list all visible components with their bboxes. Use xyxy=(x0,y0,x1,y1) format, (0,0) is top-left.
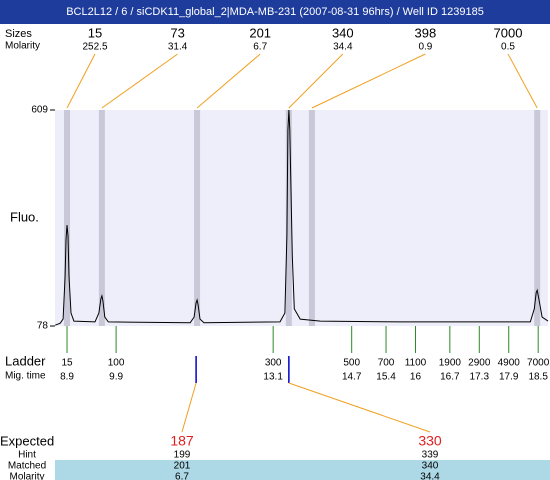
ladder-mig-time: 16.7 xyxy=(440,372,460,383)
matched-rows-bg xyxy=(55,460,550,480)
peak-connector xyxy=(66,53,96,109)
expected-size: 330 xyxy=(418,433,442,449)
y-axis-label: Fluo. xyxy=(10,209,39,224)
ladder-mig-time: 8.9 xyxy=(60,372,74,383)
row-label: Molarity xyxy=(9,472,44,480)
peak-connector xyxy=(196,53,261,109)
row-label: Hint xyxy=(18,450,36,461)
ladder-size: 700 xyxy=(378,358,395,369)
peak-size: 73 xyxy=(170,25,184,40)
peak-connector xyxy=(507,53,538,109)
ladder-mig-time: 13.1 xyxy=(263,372,283,383)
ladder-mig-time: 9.9 xyxy=(109,372,123,383)
peak-band xyxy=(285,110,292,326)
ladder-mig-time: 17.3 xyxy=(470,372,490,383)
ladder-mig-time: 17.9 xyxy=(499,372,519,383)
expected-matched: 340 xyxy=(422,461,439,472)
ladder-mig-time: 18.5 xyxy=(528,372,548,383)
expected-molarity: 6.7 xyxy=(175,472,189,480)
peak-band xyxy=(194,110,201,326)
ladder-size: 2900 xyxy=(468,358,491,369)
ladder-mig-time: 15.4 xyxy=(376,372,396,383)
expected-molarity: 34.4 xyxy=(420,472,440,480)
trace xyxy=(55,109,549,326)
ladder-mig-time: 14.7 xyxy=(342,372,362,383)
ladder-size: 4900 xyxy=(498,358,521,369)
y-tick-label: 78 xyxy=(37,321,49,332)
title-bar xyxy=(0,0,550,24)
y-tick-label: 609 xyxy=(31,105,48,116)
peak-band xyxy=(98,110,105,326)
peak-molarity: 31.4 xyxy=(168,42,188,53)
peak-molarity: 252.5 xyxy=(82,42,107,53)
expected-connector xyxy=(181,382,197,433)
ladder-size: 100 xyxy=(108,358,125,369)
peak-molarity: 0.9 xyxy=(418,42,432,53)
peak-connector xyxy=(311,53,426,109)
row-label: Sizes xyxy=(5,28,32,40)
peak-size: 201 xyxy=(249,25,271,40)
ladder-mig-time: 16 xyxy=(410,372,422,383)
ladder-size: 300 xyxy=(265,358,282,369)
peak-connector xyxy=(101,53,178,109)
ladder-size: 1900 xyxy=(439,358,462,369)
row-label: Mig. time xyxy=(5,371,46,382)
ladder-size: 15 xyxy=(61,358,73,369)
row-label: Matched xyxy=(8,461,46,472)
ladder-size: 7000 xyxy=(527,358,550,369)
peak-size: 15 xyxy=(88,25,102,40)
peak-size: 340 xyxy=(332,25,354,40)
row-label: Molarity xyxy=(5,41,40,52)
peak-molarity: 34.4 xyxy=(333,42,353,53)
peak-molarity: 6.7 xyxy=(253,42,267,53)
row-label: Ladder xyxy=(5,353,46,368)
ladder-size: 1100 xyxy=(405,358,427,369)
expected-hint: 199 xyxy=(174,450,191,461)
plot-area xyxy=(55,110,548,326)
expected-size: 187 xyxy=(170,433,194,449)
peak-band xyxy=(64,110,71,326)
peak-size: 398 xyxy=(415,25,437,40)
peak-band xyxy=(534,110,541,326)
chart-title: BCL2L12 / 6 / siCDK11_global_2|MDA-MB-23… xyxy=(66,6,484,18)
peak-size: 7000 xyxy=(494,25,523,40)
peak-connector xyxy=(288,53,344,109)
peak-molarity: 0.5 xyxy=(501,42,515,53)
row-label: Expected xyxy=(0,433,54,448)
peak-band xyxy=(308,110,315,326)
expected-connector xyxy=(288,382,431,433)
expected-hint: 339 xyxy=(422,450,439,461)
expected-matched: 201 xyxy=(174,461,191,472)
ladder-size: 500 xyxy=(343,358,360,369)
